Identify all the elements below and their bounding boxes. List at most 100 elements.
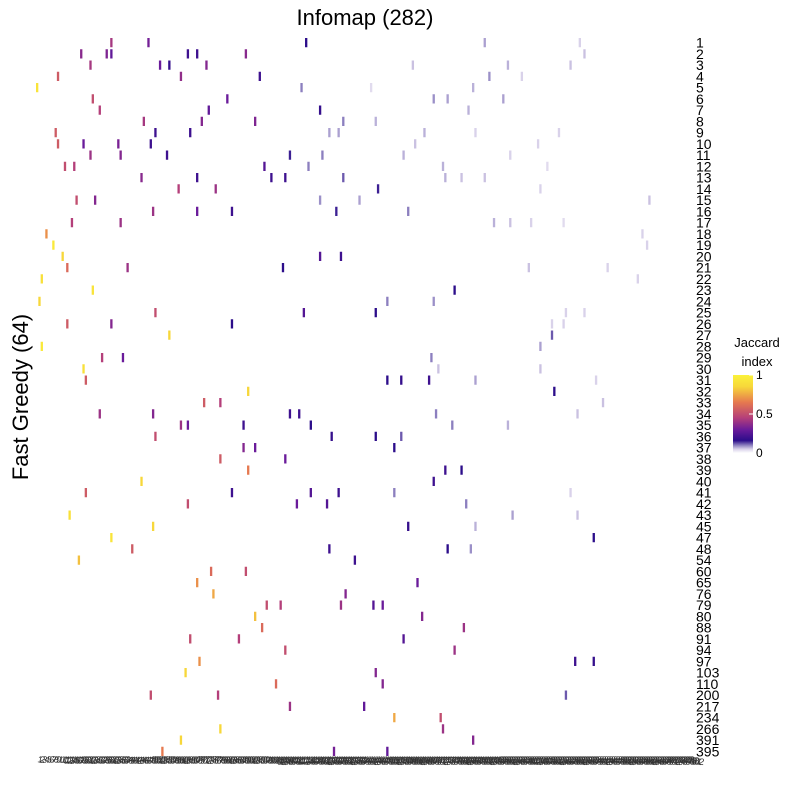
column-label-100: 100 — [266, 754, 283, 767]
column-label-109: 109 — [287, 754, 304, 767]
row-label-11: 11 — [696, 147, 711, 163]
column-label-17: 17 — [74, 754, 86, 766]
row-label-97: 97 — [696, 653, 712, 669]
column-label-138: 138 — [354, 754, 371, 767]
heatmap-cell-30-174 — [437, 364, 440, 374]
row-label-38: 38 — [696, 451, 712, 467]
heatmap-cell-11-124 — [321, 150, 324, 160]
heatmap-cell-103-147 — [374, 668, 377, 678]
column-label-173: 173 — [436, 754, 453, 767]
heatmap-cell-25-229 — [564, 308, 568, 318]
heatmap-cell-7-123 — [318, 105, 322, 115]
heatmap-cell-25-147 — [374, 308, 377, 318]
heatmap-cell-3-231 — [569, 60, 572, 70]
column-label-37: 37 — [120, 754, 132, 766]
heatmap-cell-79-146 — [372, 600, 375, 610]
column-label-261: 261 — [640, 754, 657, 767]
legend-tick-label: 0 — [756, 446, 763, 460]
column-label-41: 41 — [130, 754, 142, 766]
row-label-65: 65 — [696, 575, 712, 591]
heatmap-cell-31-242 — [594, 375, 598, 385]
heatmap-cell-2-70 — [196, 49, 199, 59]
column-label-26: 26 — [95, 754, 107, 766]
column-label-191: 191 — [477, 754, 494, 767]
heatmap-cell-13-133 — [342, 173, 345, 183]
heatmap-cell-21-213 — [527, 263, 530, 273]
heatmap-cell-88-185 — [462, 623, 466, 633]
column-label-110: 110 — [290, 754, 306, 767]
column-label-172: 172 — [433, 754, 450, 767]
column-label-223: 223 — [552, 754, 569, 767]
heatmap-cell-80-95 — [254, 611, 257, 621]
heatmap-cell-12-221 — [546, 161, 549, 171]
column-label-170: 170 — [429, 754, 446, 767]
column-label-270: 270 — [661, 754, 678, 767]
heatmap-cell-217-142 — [363, 701, 366, 711]
heatmap-cell-5-1 — [36, 83, 39, 93]
column-label-190: 190 — [475, 754, 492, 767]
column-label-48: 48 — [146, 754, 158, 766]
heatmap-cell-11-205 — [509, 150, 512, 160]
legend-tick-label: 1 — [756, 368, 763, 382]
heatmap-cell-38-80 — [219, 454, 222, 464]
heatmap-cell-22-3 — [40, 274, 43, 284]
row-label-200: 200 — [696, 687, 720, 703]
column-label-23: 23 — [88, 754, 100, 766]
column-label-11: 11 — [60, 754, 71, 766]
heatmap-cell-94-108 — [284, 645, 287, 655]
row-label-35: 35 — [696, 417, 712, 433]
column-label-97: 97 — [259, 754, 271, 766]
column-label-12: 12 — [62, 754, 74, 766]
heatmap-cell-16-51 — [151, 206, 155, 216]
heatmap-cell-43-234 — [576, 510, 579, 520]
column-label-34: 34 — [113, 754, 125, 766]
column-label-79: 79 — [218, 754, 230, 766]
heatmap-cell-28-218 — [539, 341, 542, 351]
column-label-180: 180 — [452, 754, 469, 767]
heatmap-cell-17-214 — [529, 218, 533, 228]
column-label-269: 269 — [658, 754, 675, 767]
column-label-234: 234 — [577, 754, 594, 767]
column-label-87: 87 — [236, 754, 248, 766]
heatmap-cell-79-100 — [265, 600, 268, 610]
heatmap-cell-91-159 — [402, 634, 405, 644]
column-label-140: 140 — [359, 754, 376, 767]
heatmap-cell-21-247 — [606, 263, 609, 273]
heatmap-cell-110-104 — [274, 679, 278, 689]
column-label-199: 199 — [496, 754, 513, 767]
heatmap-cell-4-196 — [488, 71, 491, 81]
y-axis-label: Fast Greedy (64) — [8, 314, 33, 480]
heatmap-cell-3-24 — [89, 60, 92, 70]
heatmap-cell-54-19 — [77, 555, 81, 565]
column-label-282: 282 — [688, 754, 705, 767]
column-label-268: 268 — [656, 754, 673, 767]
column-label-127: 127 — [329, 754, 346, 767]
heatmap-cell-20-12 — [61, 251, 64, 261]
column-label-168: 168 — [424, 754, 441, 767]
column-label-42: 42 — [132, 754, 144, 766]
heatmap-cell-34-110 — [288, 409, 292, 419]
column-label-15: 15 — [69, 754, 81, 766]
column-label-250: 250 — [614, 754, 631, 767]
heatmap-cell-36-128 — [330, 431, 333, 441]
column-label-227: 227 — [561, 754, 578, 767]
column-label-207: 207 — [514, 754, 531, 767]
heatmap-cell-20-123 — [318, 251, 322, 261]
heatmap-cell-103-65 — [184, 668, 187, 678]
heatmap-cell-41-85 — [230, 488, 234, 498]
column-label-154: 154 — [392, 754, 409, 767]
column-label-266: 266 — [651, 754, 668, 767]
heatmap-cell-79-106 — [279, 600, 282, 610]
color-legend: Jaccard index 10.50 — [733, 335, 780, 460]
column-label-101: 101 — [269, 754, 286, 767]
column-label-84: 84 — [229, 754, 241, 766]
column-label-155: 155 — [394, 754, 411, 767]
row-label-32: 32 — [696, 383, 712, 399]
column-label-113: 113 — [296, 754, 312, 767]
row-label-6: 6 — [696, 91, 704, 107]
heatmap-cell-45-51 — [151, 521, 155, 531]
column-label-93: 93 — [250, 754, 262, 766]
heatmap-cell-32-92 — [247, 386, 250, 396]
heatmap-cell-17-228 — [562, 218, 565, 228]
column-label-96: 96 — [257, 754, 269, 766]
